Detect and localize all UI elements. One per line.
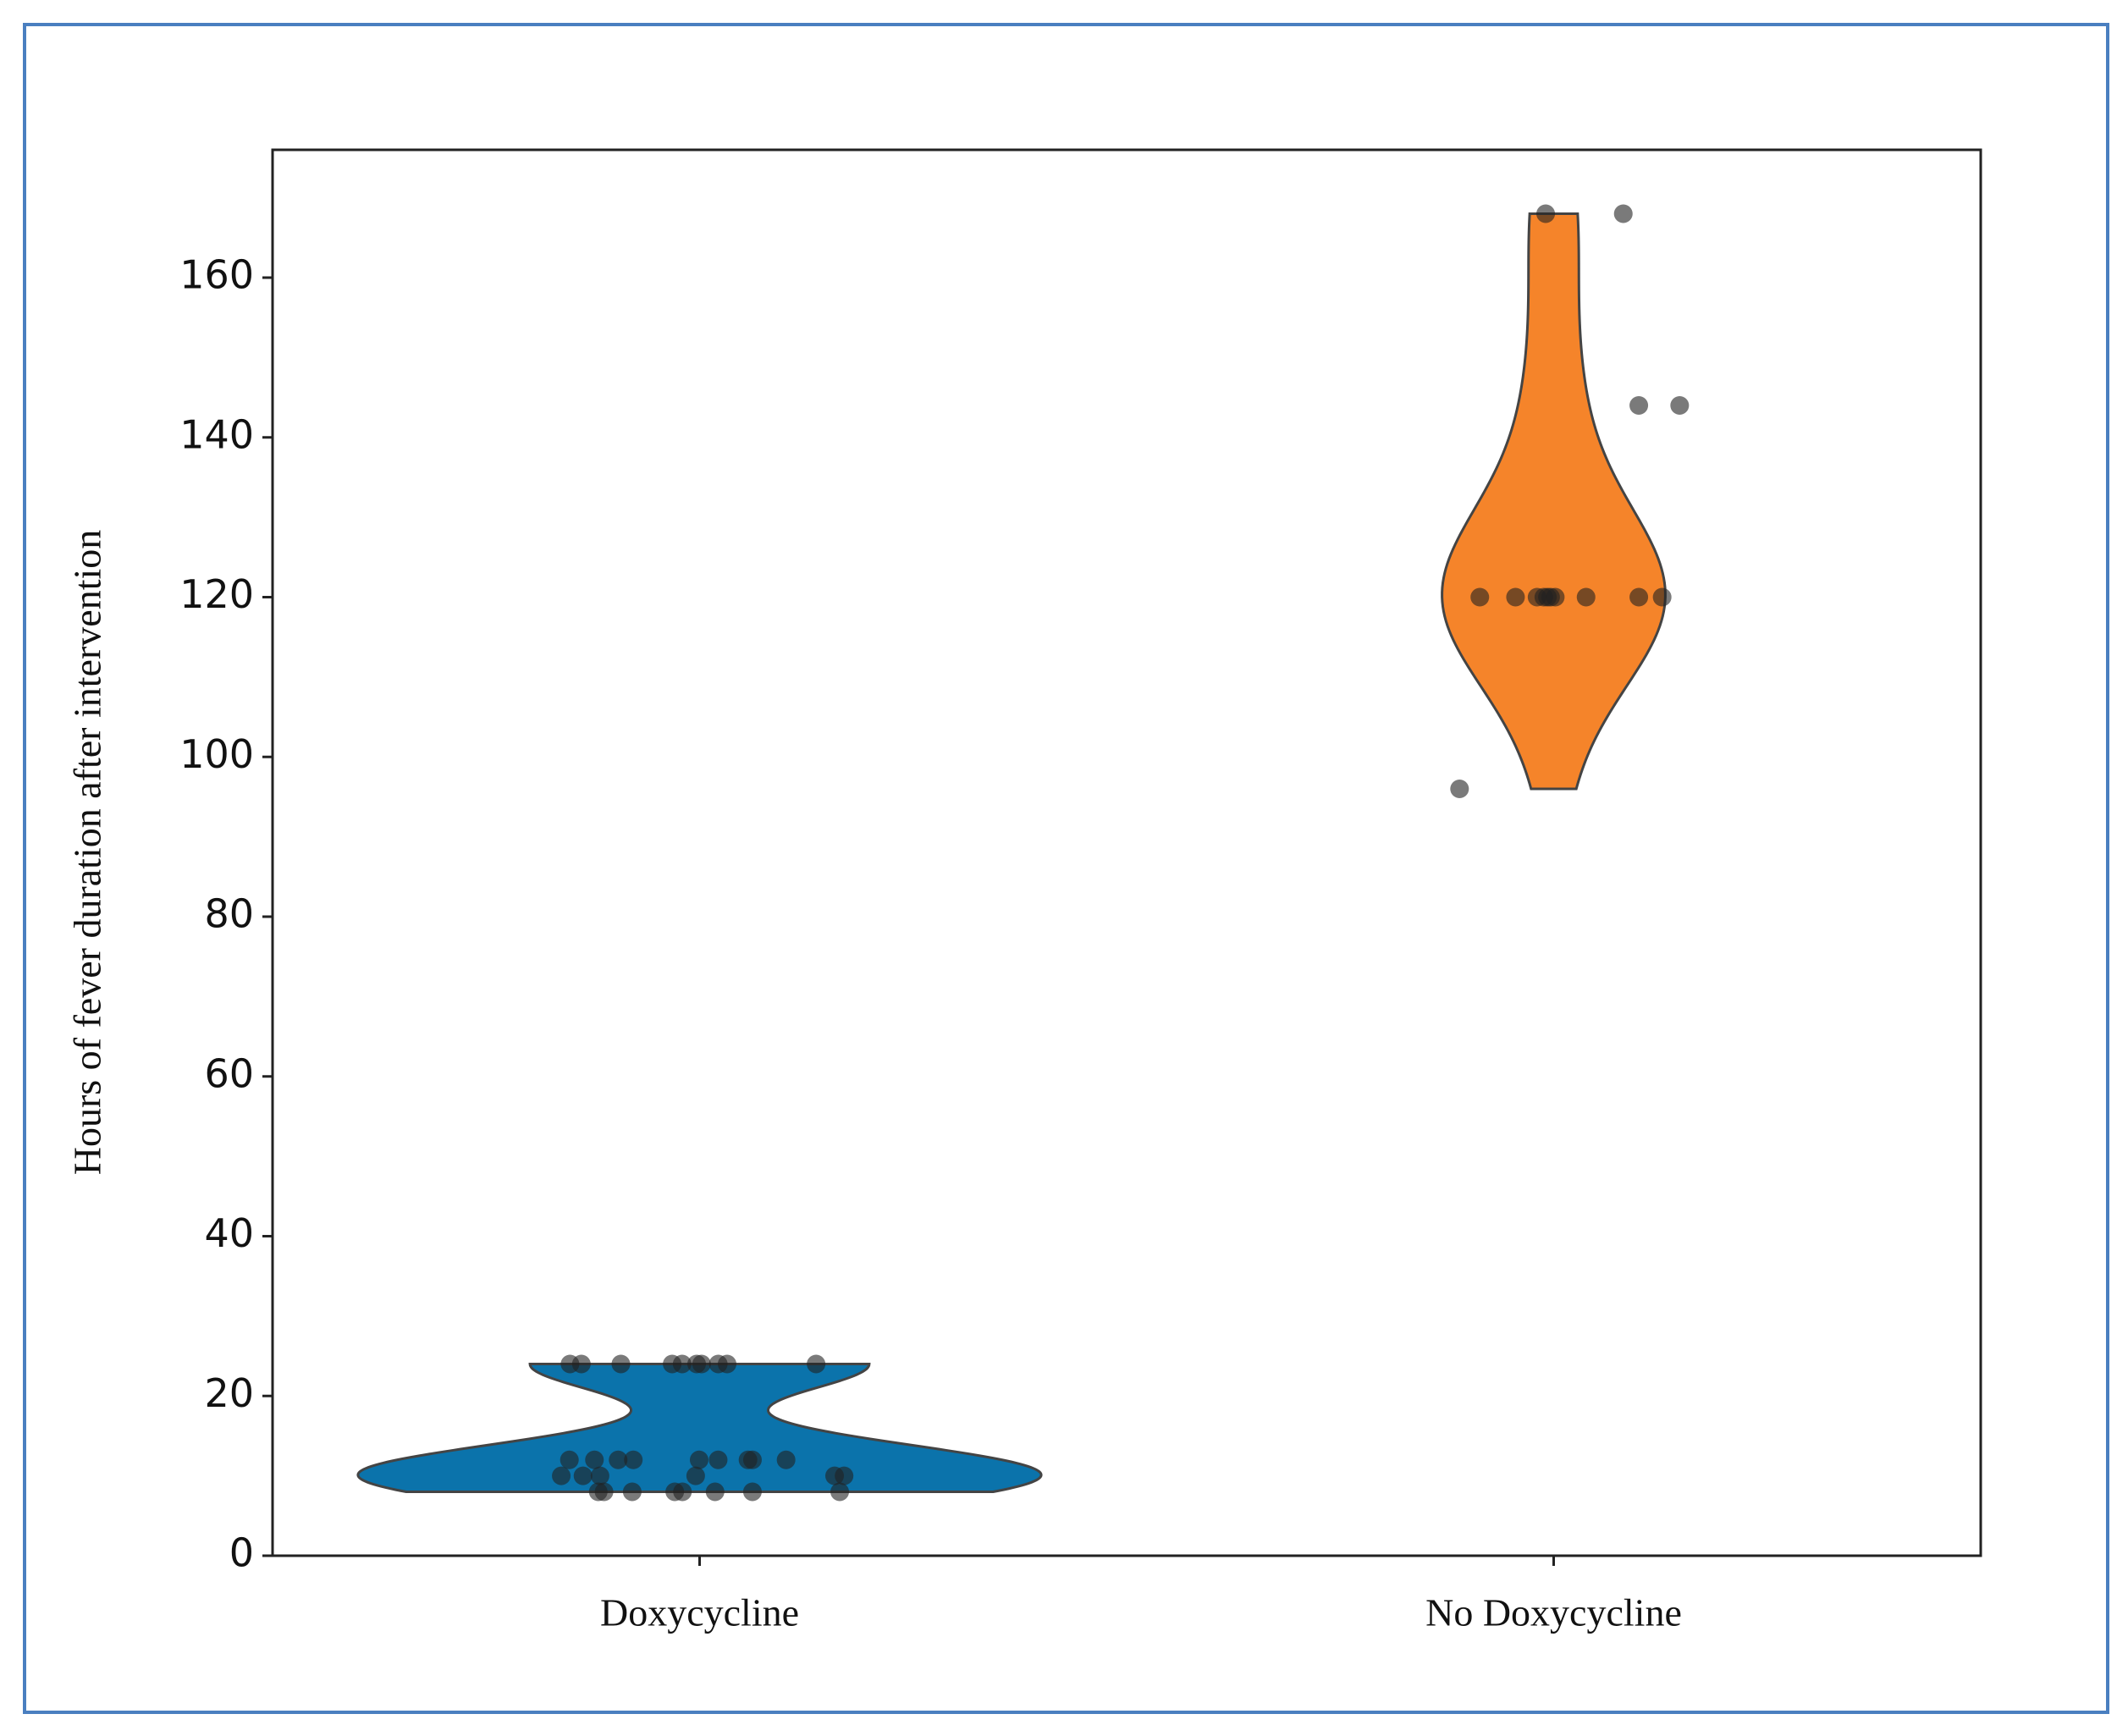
data-point — [1670, 396, 1690, 415]
data-point — [663, 1354, 682, 1374]
data-point — [807, 1354, 826, 1374]
data-point — [742, 1450, 762, 1469]
data-point — [742, 1482, 762, 1502]
data-point — [624, 1450, 643, 1469]
data-point — [1629, 396, 1649, 415]
data-point — [609, 1450, 628, 1469]
data-point — [708, 1450, 728, 1469]
y-tick-label: 20 — [204, 1370, 254, 1416]
data-point — [665, 1482, 685, 1502]
data-point — [622, 1482, 642, 1502]
plot-area — [271, 148, 1982, 1557]
data-point — [1527, 587, 1546, 607]
data-point — [1613, 204, 1633, 223]
data-point — [705, 1482, 725, 1502]
x-tick-label: No Doxycycline — [1425, 1591, 1682, 1634]
data-point — [585, 1450, 604, 1469]
data-point — [830, 1482, 850, 1502]
data-point — [776, 1450, 796, 1469]
data-point — [717, 1354, 736, 1374]
y-tick-label: 100 — [179, 731, 254, 777]
y-tick-label: 60 — [204, 1050, 254, 1096]
data-point — [611, 1354, 631, 1374]
data-point — [573, 1466, 593, 1485]
y-tick-label: 40 — [204, 1210, 254, 1256]
frame — [23, 23, 2109, 1714]
y-tick-label: 160 — [179, 252, 254, 298]
data-point — [552, 1466, 571, 1485]
y-tick-label: 140 — [179, 411, 254, 457]
y-tick-label: 80 — [204, 891, 254, 937]
violin — [356, 1363, 1043, 1493]
data-point — [1546, 587, 1565, 607]
y-tick-label: 120 — [179, 571, 254, 617]
data-point — [689, 1450, 708, 1469]
y-axis-label: Hours of fever duration after interventi… — [66, 530, 109, 1176]
data-point — [1536, 204, 1556, 223]
x-tick-label: Doxycycline — [600, 1591, 799, 1634]
data-point — [686, 1466, 705, 1485]
data-point — [1470, 587, 1490, 607]
data-point — [1652, 587, 1672, 607]
data-point — [1576, 587, 1596, 607]
data-point — [1629, 587, 1649, 607]
data-point — [590, 1466, 609, 1485]
data-point — [560, 1354, 580, 1374]
data-point — [835, 1466, 854, 1485]
data-point — [560, 1450, 579, 1469]
data-point — [1506, 587, 1525, 607]
data-point — [1450, 780, 1469, 798]
data-point — [692, 1354, 711, 1374]
y-tick-label: 0 — [229, 1530, 254, 1576]
data-point — [588, 1482, 608, 1502]
